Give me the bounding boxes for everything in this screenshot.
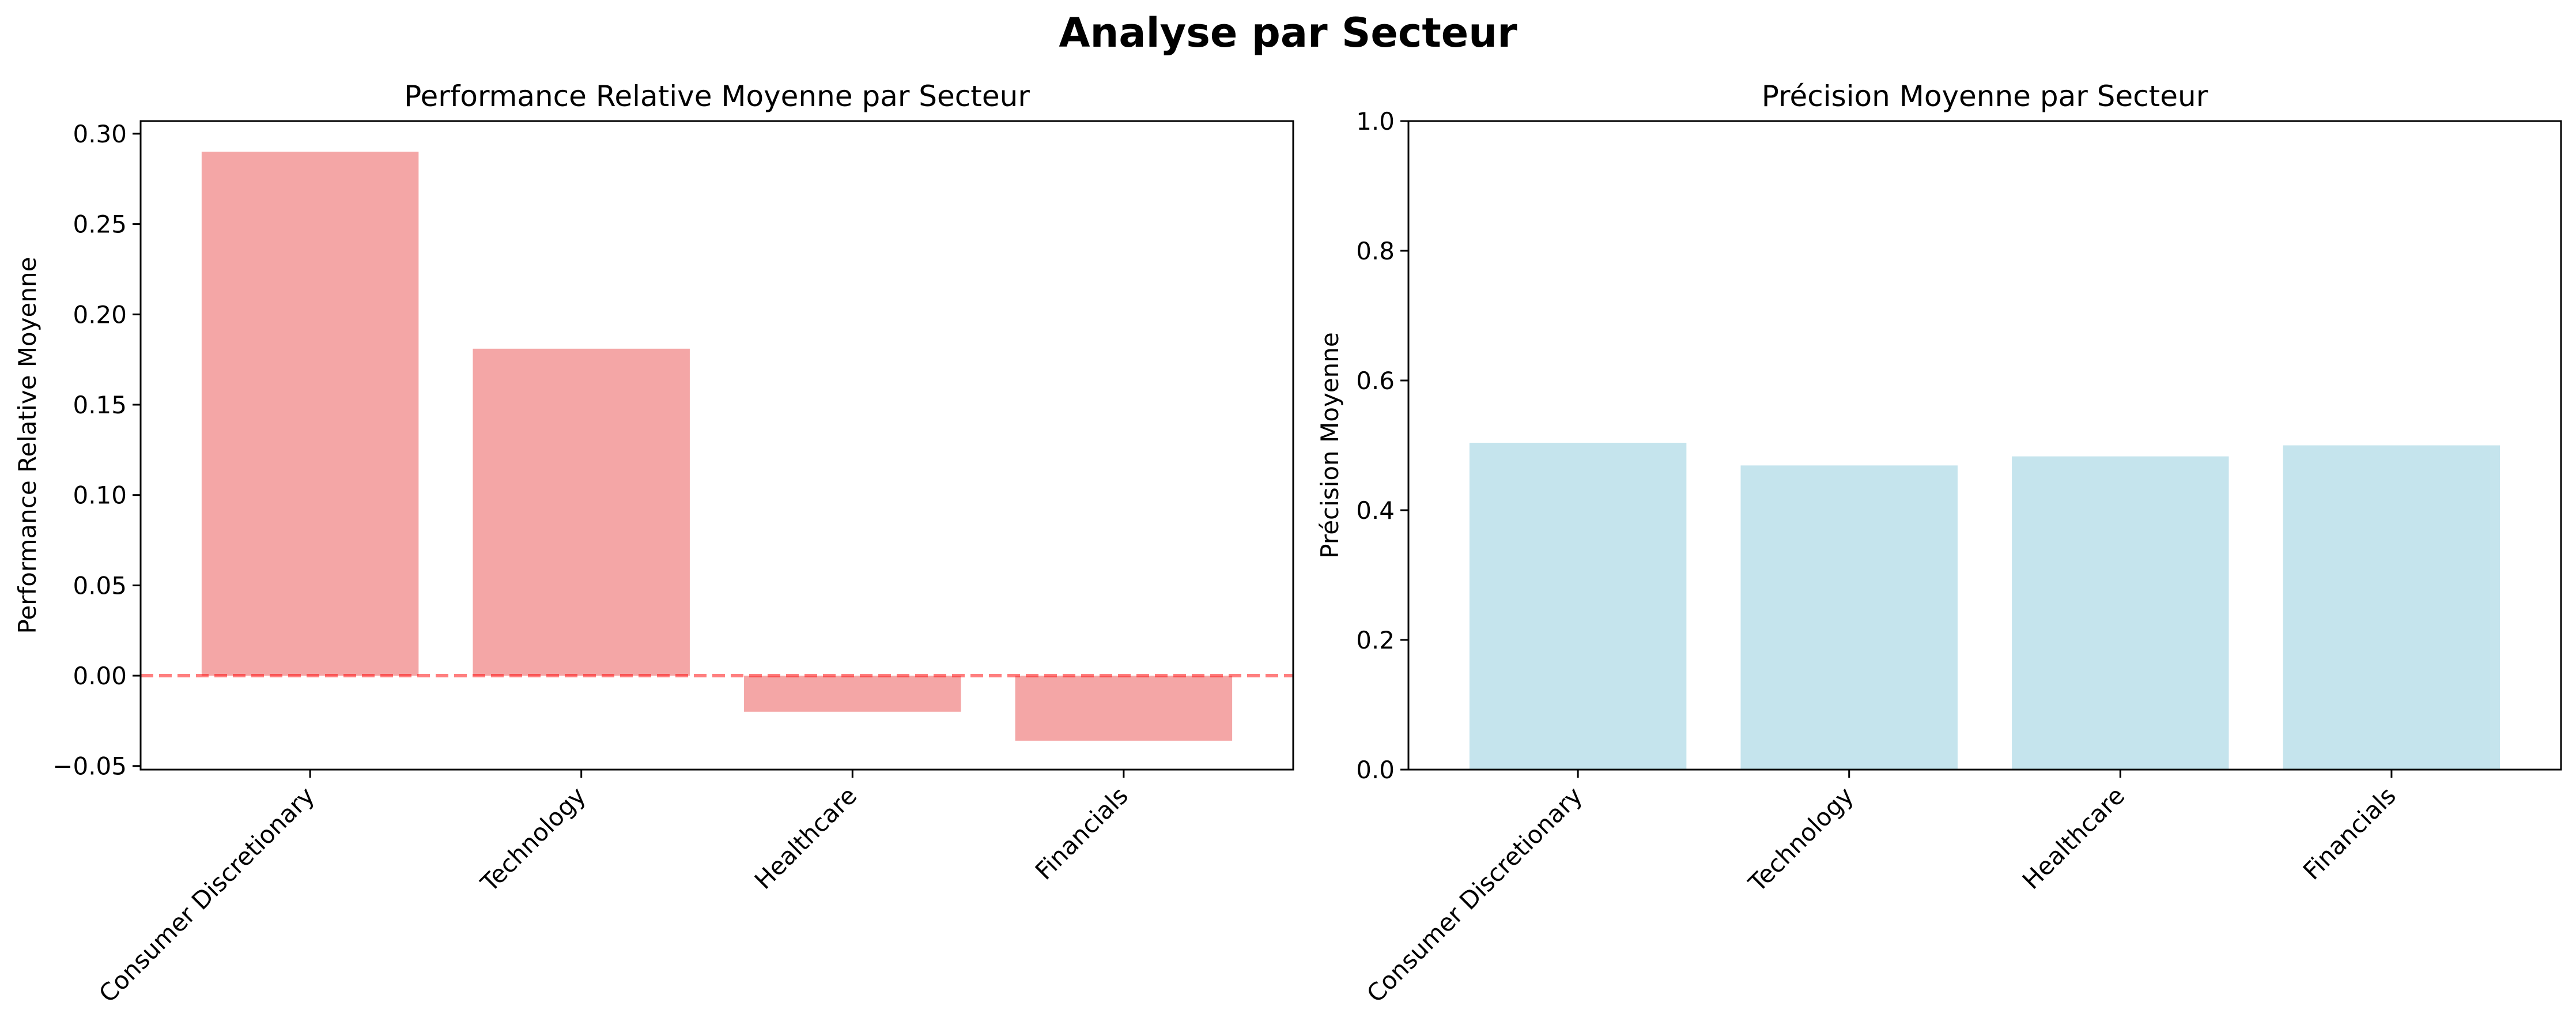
y-tick-label: 0.20 <box>73 300 127 329</box>
y-tick-label: 0.0 <box>1356 756 1395 784</box>
chart-title: Performance Relative Moyenne par Secteur <box>404 80 1030 113</box>
plot-frame <box>139 120 1294 771</box>
y-tick-label: 0.00 <box>73 662 127 690</box>
x-tick-label: Healthcare <box>2017 781 2131 895</box>
y-tick-label: 0.05 <box>73 571 127 600</box>
x-tick-label: Financials <box>1030 781 1134 885</box>
plot-frame <box>1407 120 2562 771</box>
y-tick-label: 0.8 <box>1356 237 1395 265</box>
y-tick-label: 0.2 <box>1356 626 1395 654</box>
figure-title: Analyse par Secteur <box>1059 9 1517 56</box>
bar-technology <box>1740 465 1958 770</box>
bar-financials <box>1015 676 1233 741</box>
y-tick-label: 0.10 <box>73 481 127 510</box>
y-tick-label: 0.6 <box>1356 367 1395 395</box>
x-tick-label: Technology <box>475 781 591 898</box>
x-tick-label: Financials <box>2298 781 2401 885</box>
x-tick-label: Consumer Discretionary <box>1361 781 1588 1008</box>
y-tick-label: 1.0 <box>1356 107 1395 135</box>
bar-financials <box>2283 445 2501 770</box>
bar-healthcare <box>744 676 961 712</box>
precision-chart: 0.0 0.2 0.4 0.6 0.8 1.0 Consumer Discretionary… <box>1316 80 2562 1008</box>
chart-title: Précision Moyenne par Secteur <box>1762 80 2208 113</box>
x-tick-label: Technology <box>1743 781 1859 898</box>
y-tick-label: −0.05 <box>52 752 127 781</box>
performance-chart: −0.05 0.00 0.05 0.10 0.15 0.20 0.25 0.30 Consume… <box>13 80 1294 1008</box>
y-tick-label: 0.30 <box>73 120 127 148</box>
bar-consumer-discretionary <box>201 152 419 676</box>
y-tick-label: 0.15 <box>73 391 127 419</box>
y-axis-label: Précision Moyenne <box>1316 332 1344 558</box>
y-axis-label: Performance Relative Moyenne <box>13 257 41 634</box>
x-tick-label: Healthcare <box>749 781 863 895</box>
y-tick-label: 0.4 <box>1356 496 1395 525</box>
bar-consumer-discretionary <box>1469 443 1687 770</box>
bar-healthcare <box>2012 456 2229 770</box>
bar-technology <box>473 348 690 676</box>
y-tick-label: 0.25 <box>73 210 127 239</box>
x-tick-label: Consumer Discretionary <box>93 781 320 1008</box>
